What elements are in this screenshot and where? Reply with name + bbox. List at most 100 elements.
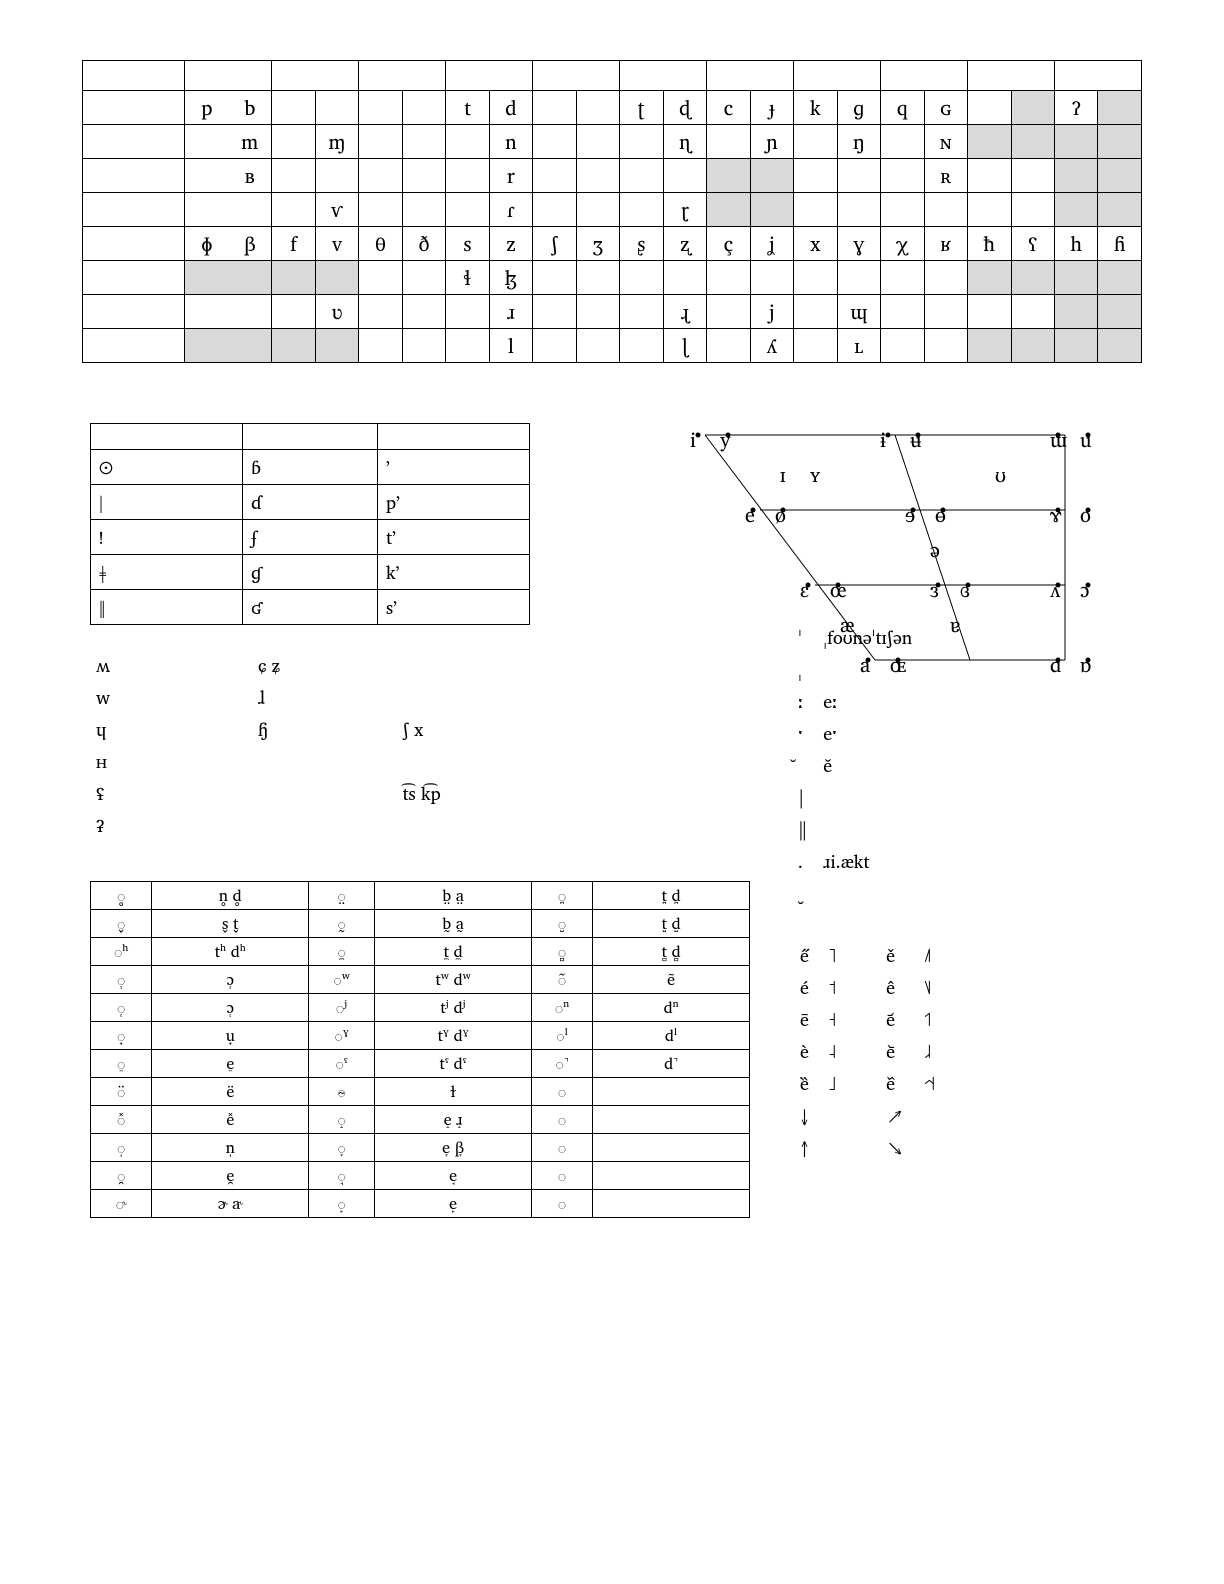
- ipa-cell: ǂ: [91, 555, 243, 590]
- ipa-cell: r: [489, 159, 532, 193]
- diacritic-example: e̠: [152, 1050, 309, 1078]
- tone-cell: [914, 1131, 945, 1163]
- ipa-cell: [576, 329, 619, 363]
- ipa-cell: t͡s k͡p: [396, 777, 610, 809]
- ipa-cell: j: [750, 295, 793, 329]
- pulmonic-header-row: [83, 61, 1142, 91]
- diacritic-example: e̞ β̞: [375, 1134, 532, 1162]
- vowel-symbol: o: [1080, 498, 1091, 531]
- ipa-cell: ʼ: [378, 450, 530, 485]
- tone-cell: [819, 1131, 846, 1163]
- ipa-cell: [924, 261, 967, 295]
- ipa-cell: χ: [881, 227, 924, 261]
- diacritic-symbol: ◌̴: [309, 1078, 375, 1106]
- ipa-cell: [1011, 91, 1054, 125]
- diacritic-example: ẽ: [593, 966, 750, 994]
- diacritic-example: b̤ a̤: [375, 882, 532, 910]
- ipa-cell: w: [90, 681, 201, 713]
- ipa-cell: [968, 159, 1011, 193]
- diacritic-symbol: ◌̬: [91, 910, 152, 938]
- ipa-cell: ɣ: [837, 227, 880, 261]
- vowel-symbol: ɞ: [960, 573, 970, 606]
- diacritic-example: [593, 1078, 750, 1106]
- ipa-cell: [315, 261, 358, 295]
- ipa-cell: f: [272, 227, 315, 261]
- ipa-cell: [837, 159, 880, 193]
- ipa-cell: ɱ: [315, 125, 358, 159]
- diacritic-symbol: ◌̃: [532, 966, 593, 994]
- ipa-cell: [396, 809, 610, 841]
- tone-cell: ē: [790, 1003, 819, 1035]
- ipa-cell: [201, 713, 252, 745]
- vowel-symbol: ʌ: [1050, 573, 1061, 606]
- tone-cell: e᷄: [876, 1003, 914, 1035]
- vowel-symbol: œ: [830, 573, 846, 606]
- nonpulmonic-table: ʘɓʼǀɗpʼǃʄtʼǂɠkʼǁʛsʼ: [90, 423, 530, 625]
- ipa-cell: [1098, 91, 1142, 125]
- ipa-cell: [750, 159, 793, 193]
- diacritic-example: ɚ a˞: [152, 1190, 309, 1218]
- tone-contours-table: ě˩˥ê˥˩e᷄˦˥e᷅˩˨e᷈˧˦˧↗↘: [876, 939, 945, 1163]
- diacritic-example: ë: [152, 1078, 309, 1106]
- tone-cell: ě: [876, 939, 914, 971]
- ipa-cell: [620, 261, 663, 295]
- ipa-cell: [533, 91, 576, 125]
- ipa-cell: ʟ: [837, 329, 880, 363]
- ipa-cell: ʙ: [228, 159, 271, 193]
- ipa-cell: [837, 193, 880, 227]
- supra-cell: ̆: [790, 749, 815, 781]
- ipa-cell: ʝ: [750, 227, 793, 261]
- ipa-cell: [402, 91, 445, 125]
- diacritic-symbol: ◌̽: [91, 1106, 152, 1134]
- ipa-cell: [1011, 261, 1054, 295]
- ipa-cell: ʎ: [750, 329, 793, 363]
- diacritic-symbol: ◌̥: [91, 882, 152, 910]
- diacritic-symbol: ◌ʲ: [309, 994, 375, 1022]
- diacritic-symbol: ◌: [532, 1106, 593, 1134]
- ipa-cell: ʐ: [663, 227, 706, 261]
- vowel-symbol: ɘ: [905, 498, 915, 531]
- ipa-cell: [794, 329, 837, 363]
- diacritic-symbol: ◌̺: [532, 910, 593, 938]
- ipa-cell: [446, 329, 489, 363]
- diacritic-example: tʰ dʰ: [152, 938, 309, 966]
- diacritic-symbol: ◌̠: [91, 1050, 152, 1078]
- ipa-cell: [359, 125, 402, 159]
- ipa-cell: tʼ: [378, 520, 530, 555]
- diacritic-example: e̽: [152, 1106, 309, 1134]
- diacritic-symbol: ◌̹: [91, 966, 152, 994]
- vowel-symbol: u: [1080, 423, 1091, 456]
- tone-cell: e᷅: [876, 1035, 914, 1067]
- ipa-cell: [1011, 329, 1054, 363]
- ipa-cell: [881, 125, 924, 159]
- ipa-cell: [396, 681, 610, 713]
- ipa-cell: [185, 329, 228, 363]
- pulmonic-consonants-table: pbtdʈɖcɟkɡqɢʔmɱnɳɲŋɴʙrʀⱱɾɽɸβfvθðszʃʒʂʐçʝ…: [82, 60, 1142, 363]
- ipa-cell: [252, 745, 396, 777]
- ipa-cell: [924, 295, 967, 329]
- ipa-cell: ʕ: [1011, 227, 1054, 261]
- ipa-cell: [1098, 261, 1142, 295]
- ipa-cell: [252, 777, 396, 809]
- vowel-symbol: ɔ: [1080, 573, 1089, 606]
- diacritic-example: e̝ ɹ̝: [375, 1106, 532, 1134]
- vowel-symbol: ɐ: [950, 608, 960, 641]
- supra-cell: [815, 877, 920, 909]
- diacritic-symbol: ◌̜: [91, 994, 152, 1022]
- diacritic-symbol: ◌̻: [532, 938, 593, 966]
- ipa-cell: [396, 745, 610, 777]
- ipa-cell: x: [794, 227, 837, 261]
- ipa-cell: ħ: [968, 227, 1011, 261]
- supra-cell: .: [790, 845, 815, 877]
- ipa-cell: [924, 329, 967, 363]
- ipa-cell: [1011, 125, 1054, 159]
- ipa-cell: β: [228, 227, 271, 261]
- ipa-cell: ɭ: [663, 329, 706, 363]
- vowel-symbol: ɪ: [780, 458, 786, 491]
- ipa-cell: [315, 329, 358, 363]
- ipa-cell: [881, 159, 924, 193]
- ipa-cell: [228, 261, 271, 295]
- ipa-cell: [1011, 159, 1054, 193]
- tone-cell: ↘: [876, 1131, 914, 1163]
- vowel-symbol: y: [720, 423, 731, 456]
